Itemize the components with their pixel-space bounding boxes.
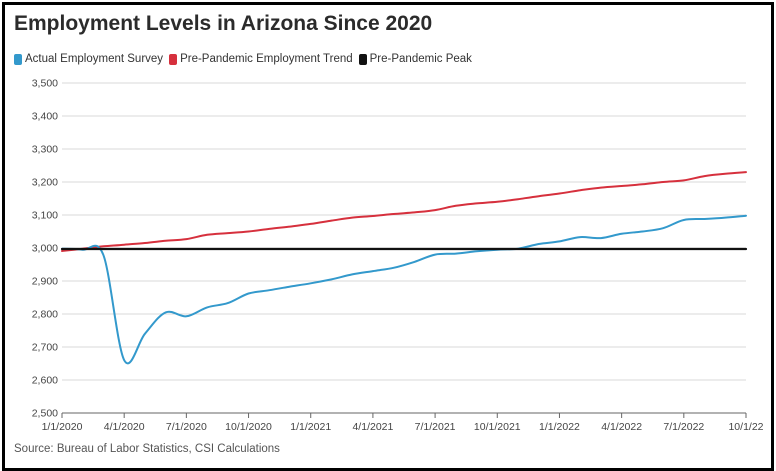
y-tick-label: 3,100: [32, 210, 58, 222]
x-tick-label: 1/1/2021: [290, 421, 331, 433]
y-tick-label: 3,400: [32, 111, 58, 123]
legend-item-pre-pandemic-peak: Pre-Pandemic Peak: [358, 53, 472, 65]
x-tick-label: 1/1/2020: [42, 421, 83, 433]
y-tick-label: 2,500: [32, 408, 58, 420]
series-line-pre-pandemic-employment-trend: [61, 171, 747, 252]
chart-legend: Actual Employment Survey Pre-Pandemic Emp…: [14, 52, 478, 66]
y-tick-label: 3,300: [32, 144, 58, 156]
y-tick-label: 2,700: [32, 342, 58, 354]
y-tick-label: 2,600: [32, 375, 58, 387]
chart-title: Employment Levels in Arizona Since 2020: [14, 12, 433, 35]
x-tick-label: 10/1/2021: [474, 421, 521, 433]
legend-label: Pre-Pandemic Employment Trend: [180, 53, 353, 65]
x-tick-label: 4/1/2021: [352, 421, 393, 433]
legend-item-actual-employment-survey: Actual Employment Survey: [14, 53, 163, 65]
y-tick-label: 3,200: [32, 177, 58, 189]
x-tick-label: 7/1/2020: [166, 421, 207, 433]
x-tick-label: 7/1/2021: [415, 421, 456, 433]
x-tick-label: 4/1/2022: [601, 421, 642, 433]
x-tick-label: 4/1/2020: [104, 421, 145, 433]
x-tick-label: 10/1/22: [728, 421, 763, 433]
x-tick-label: 7/1/2022: [663, 421, 704, 433]
y-tick-label: 3,000: [32, 243, 58, 255]
chart-source: Source: Bureau of Labor Statistics, CSI …: [14, 443, 280, 455]
y-tick-label: 2,800: [32, 309, 58, 321]
x-tick-label: 10/1/2020: [225, 421, 272, 433]
legend-swatch: [14, 53, 22, 65]
legend-swatch: [169, 53, 178, 65]
y-tick-label: 3,500: [32, 78, 58, 90]
x-tick-label: 1/1/2022: [539, 421, 580, 433]
legend-label: Pre-Pandemic Peak: [369, 53, 472, 65]
series-line-actual-employment-survey: [61, 214, 747, 365]
y-tick-label: 2,900: [32, 276, 58, 288]
legend-swatch: [358, 53, 367, 65]
legend-label: Actual Employment Survey: [25, 53, 164, 65]
legend-item-pre-pandemic-employment-trend: Pre-Pandemic Employment Trend: [169, 53, 353, 65]
